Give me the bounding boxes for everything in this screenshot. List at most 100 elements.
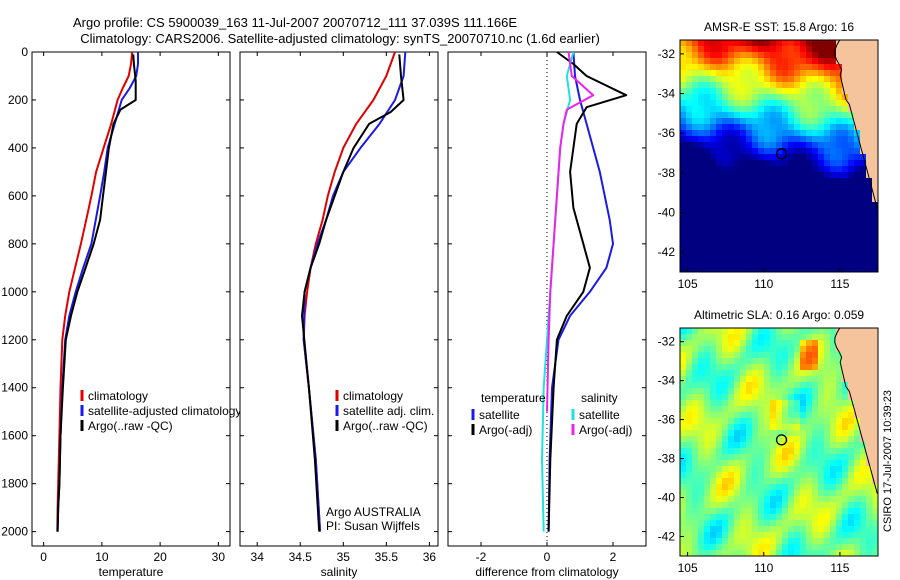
map-cell — [692, 166, 698, 172]
map-cell — [836, 52, 842, 58]
map-cell — [740, 214, 746, 220]
map-cell — [818, 250, 824, 256]
map-cell — [782, 136, 788, 142]
map-cell — [806, 166, 812, 172]
map-cell — [698, 352, 704, 358]
map-cell — [752, 430, 758, 436]
map-cell — [818, 508, 824, 514]
map-cell — [698, 40, 704, 46]
map-cell — [872, 334, 878, 340]
map-cell — [776, 454, 782, 460]
map-cell — [812, 70, 818, 76]
map-cell — [710, 118, 716, 124]
map-cell — [800, 64, 806, 70]
map-cell — [698, 226, 704, 232]
series-line — [301, 54, 405, 532]
map-cell — [872, 70, 878, 76]
map-cell — [830, 244, 836, 250]
map-cell — [770, 502, 776, 508]
map-cell — [788, 436, 794, 442]
y-tick-label: 0 — [21, 45, 28, 59]
map-cell — [836, 370, 842, 376]
map-cell — [860, 376, 866, 382]
map-cell — [794, 412, 800, 418]
map-cell — [722, 106, 728, 112]
map-cell — [758, 430, 764, 436]
y-tick-label: 600 — [8, 189, 28, 203]
map-cell — [740, 64, 746, 70]
map-cell — [740, 400, 746, 406]
map-cell — [824, 52, 830, 58]
map-cell — [752, 172, 758, 178]
map-cell — [758, 64, 764, 70]
map-cell — [692, 532, 698, 538]
map-cell — [752, 148, 758, 154]
map-cell — [806, 328, 812, 334]
map-cell — [728, 214, 734, 220]
map-cell — [704, 550, 710, 556]
map-cell — [860, 52, 866, 58]
map-cell — [740, 388, 746, 394]
map-cell — [704, 490, 710, 496]
map-cell — [806, 262, 812, 268]
map-cell — [746, 358, 752, 364]
map-cell — [710, 388, 716, 394]
map-cell — [860, 334, 866, 340]
map-cell — [680, 268, 686, 272]
map-cell — [686, 124, 692, 130]
map-cell — [818, 166, 824, 172]
map-cell — [740, 190, 746, 196]
map-cell — [866, 484, 872, 490]
map-cell — [842, 328, 848, 334]
map-cell — [842, 550, 848, 556]
map-cell — [794, 340, 800, 346]
map-cell — [872, 526, 878, 532]
map-cell — [698, 532, 704, 538]
map-cell — [716, 76, 722, 82]
map-cell — [794, 70, 800, 76]
map-cell — [710, 358, 716, 364]
map-cell — [740, 430, 746, 436]
y-tick-label: 1400 — [1, 381, 28, 395]
map-cell — [806, 88, 812, 94]
map-cell — [698, 244, 704, 250]
map-cell — [812, 208, 818, 214]
map-cell — [746, 508, 752, 514]
map-cell — [836, 82, 842, 88]
map-cell — [836, 460, 842, 466]
map-cell — [704, 478, 710, 484]
map-cell — [806, 514, 812, 520]
map-cell — [734, 376, 740, 382]
map-cell — [704, 394, 710, 400]
map-cell — [710, 370, 716, 376]
map-cell — [752, 178, 758, 184]
map-cell — [710, 214, 716, 220]
map-cell — [740, 118, 746, 124]
map-cell — [812, 358, 818, 364]
map-cell — [788, 250, 794, 256]
map-cell — [806, 64, 812, 70]
map-cell — [794, 496, 800, 502]
map-cell — [746, 136, 752, 142]
map-cell — [740, 538, 746, 544]
map-cell — [854, 148, 860, 154]
map-cell — [794, 94, 800, 100]
map-cell — [872, 208, 878, 214]
map-cell — [740, 250, 746, 256]
map-cell — [740, 256, 746, 262]
map-cell — [866, 544, 872, 550]
map-cell — [770, 430, 776, 436]
map-cell — [830, 340, 836, 346]
map-cell — [680, 550, 686, 556]
map-cell — [752, 550, 758, 556]
map-cell — [818, 58, 824, 64]
map-cell — [848, 82, 854, 88]
map-cell — [830, 472, 836, 478]
map-cell — [752, 484, 758, 490]
map-cell — [728, 208, 734, 214]
map-cell — [824, 388, 830, 394]
map-cell — [806, 532, 812, 538]
map-cell — [806, 382, 812, 388]
map-cell — [860, 256, 866, 262]
map-cell — [728, 190, 734, 196]
